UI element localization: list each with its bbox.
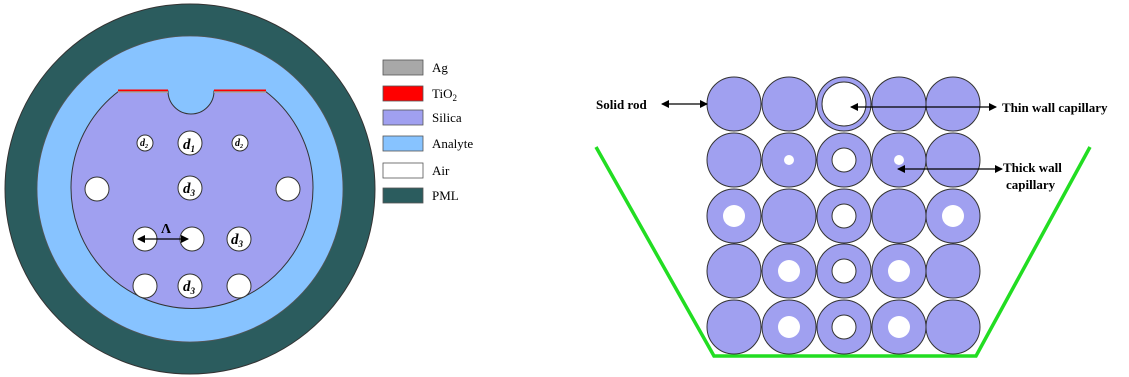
legend-swatch-analyte <box>382 135 424 152</box>
air-hole-d1 <box>177 130 203 156</box>
tio2-coating-left <box>118 89 168 92</box>
capillary-hole <box>723 205 745 227</box>
solid-rod <box>761 76 817 132</box>
legend-label-tio2: TiO2 <box>432 86 457 103</box>
thin-wall-capillary-hole <box>821 81 867 127</box>
label-d2-left: d2 <box>140 138 148 150</box>
air-hole-side-left <box>84 176 110 202</box>
capillary-hole <box>888 260 910 282</box>
solid-rod <box>925 299 981 355</box>
capillary-hole <box>784 155 794 165</box>
capillary-hole <box>831 258 857 284</box>
solid-rod <box>706 132 762 188</box>
capillary-hole <box>894 155 904 165</box>
label-thick-wall-line1: Thick wall <box>1003 160 1062 175</box>
legend-swatch-tio2 <box>382 85 424 102</box>
solid-rod <box>871 188 927 244</box>
label-d3-right: d3 <box>231 232 244 249</box>
capillary-hole <box>778 260 800 282</box>
label-solid-rod: Solid rod <box>596 97 647 112</box>
legend-swatch-pml <box>382 187 424 204</box>
label-d1: d1 <box>183 137 195 154</box>
label-thin-wall-capillary: Thin wall capillary <box>1002 100 1108 115</box>
capillary-hole <box>942 205 964 227</box>
ag-coating-right <box>214 91 266 93</box>
solid-rod <box>761 188 817 244</box>
air-hole-d2-right <box>231 134 249 152</box>
label-d3-bottom: d3 <box>183 279 196 296</box>
capillary-hole <box>888 316 910 338</box>
solid-rod <box>925 76 981 132</box>
capillary-hole <box>831 314 857 340</box>
legend-label-pml: PML <box>432 188 459 203</box>
air-holes <box>84 130 301 299</box>
air-hole-d3-right <box>226 226 252 252</box>
solid-rod <box>706 299 762 355</box>
legend-swatch-air <box>382 162 424 179</box>
legend-swatch-ag <box>382 59 424 76</box>
label-lambda: Λ <box>161 222 171 237</box>
air-hole-side-right <box>275 176 301 202</box>
legend-label-ag: Ag <box>432 60 448 75</box>
solid-rod <box>706 76 762 132</box>
legend: Ag TiO2 Silica Analyte Air PML <box>382 59 473 204</box>
air-hole-d3-bottom <box>177 273 203 299</box>
capillary-hole <box>831 147 857 173</box>
air-hole-d2-left <box>136 134 154 152</box>
label-thick-wall-line2: capillary <box>1006 177 1056 192</box>
legend-swatch-silica <box>382 109 424 126</box>
capillary-hole <box>831 203 857 229</box>
label-d3-center: d3 <box>183 181 196 198</box>
preform-container <box>594 146 1092 358</box>
air-hole-bottom-left <box>132 273 158 299</box>
legend-label-analyte: Analyte <box>432 136 473 151</box>
legend-label-air: Air <box>432 163 450 178</box>
legend-label-silica: Silica <box>432 110 462 125</box>
solid-rod <box>925 243 981 299</box>
solid-rod <box>871 76 927 132</box>
tio2-coating-right <box>214 89 266 92</box>
solid-rod <box>925 132 981 188</box>
capillary-hole <box>778 316 800 338</box>
label-d2-right: d2 <box>235 138 243 150</box>
pcf-cross-section: d1 d2 d2 d3 d3 d3 Λ <box>4 3 376 375</box>
preform-stack: Solid rod Thin wall capillary Thick wall… <box>594 76 1108 358</box>
solid-rod <box>706 243 762 299</box>
air-hole-bottom-right <box>226 273 252 299</box>
air-hole-d3-center <box>177 175 203 201</box>
ag-coating-left <box>118 91 168 93</box>
